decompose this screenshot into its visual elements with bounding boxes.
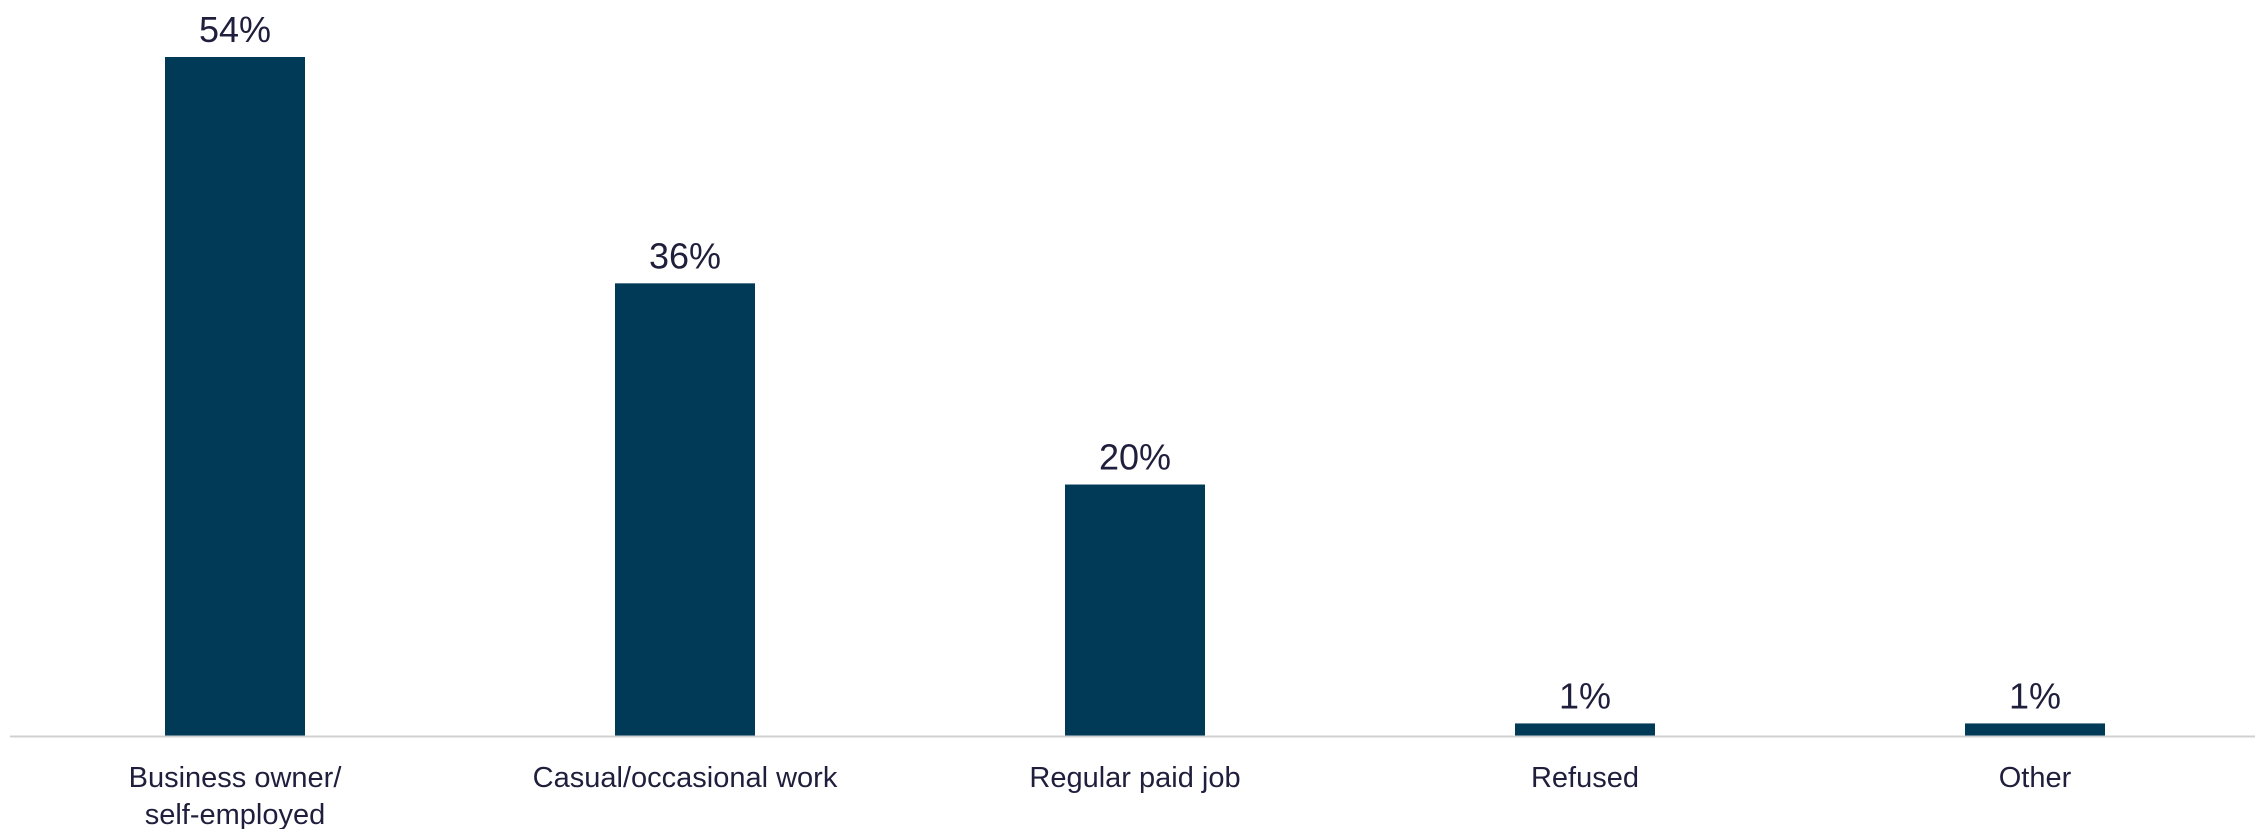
category-label-2: Regular paid job: [1029, 762, 1240, 794]
category-label-0-line-0: Business owner/: [129, 762, 343, 794]
bar-3: [1515, 723, 1655, 736]
data-label-3: 1%: [1559, 675, 1611, 716]
data-label-4: 1%: [2009, 675, 2061, 716]
category-labels-group: Business owner/self-employed Casual/occas…: [129, 762, 2072, 829]
bar-2: [1065, 484, 1205, 736]
category-label-1: Casual/occasional work: [533, 762, 838, 794]
value-labels-group: 54% 36% 20% 1% 1%: [199, 9, 2061, 716]
data-label-2: 20%: [1099, 437, 1171, 478]
bars-group: [165, 57, 2105, 736]
category-label-0-line-1: self-employed: [145, 799, 326, 829]
bar-0: [165, 57, 305, 736]
category-label-4: Other: [1999, 762, 2072, 794]
data-label-0: 54%: [199, 9, 271, 50]
data-label-1: 36%: [649, 235, 721, 276]
category-label-3: Refused: [1531, 762, 1639, 794]
bar-1: [615, 283, 755, 736]
bar-4: [1965, 723, 2105, 736]
